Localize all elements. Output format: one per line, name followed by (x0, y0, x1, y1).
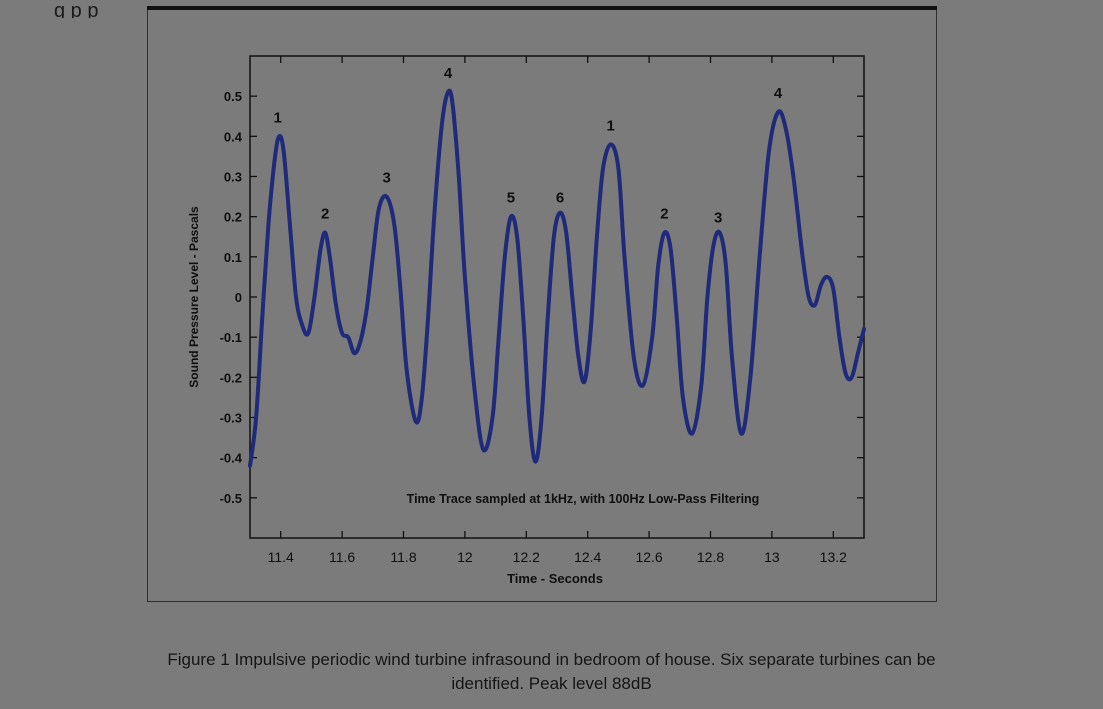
y-tick-label: -0.2 (220, 370, 242, 385)
peak-label: 3 (714, 210, 722, 227)
plot-area: -0.5 -0.4 -0.3 -0.2 -0.1 0 0.1 0.2 0.3 0.4 0.5 11.… (187, 55, 866, 586)
x-tick-label: 11.4 (268, 549, 294, 565)
y-axis-label: Sound Pressure Level - Pascals (187, 206, 201, 388)
x-axis-label: Time - Seconds (507, 571, 603, 586)
y-tick-label: 0 (235, 290, 242, 305)
x-tick-label: 12.2 (513, 549, 540, 565)
x-tick-label: 12.8 (697, 549, 724, 565)
figure-caption: Figure 1 Impulsive periodic wind turbine… (0, 648, 1103, 696)
peak-label: 1 (273, 109, 281, 126)
chart-annotation: Time Trace sampled at 1kHz, with 100Hz L… (407, 492, 760, 506)
y-tick-label: 0.1 (224, 250, 242, 265)
peak-label: 1 (607, 117, 615, 134)
x-tick-label: 13.2 (820, 549, 847, 565)
peak-label: 2 (660, 206, 668, 223)
y-tick-label: 0.3 (224, 170, 242, 185)
x-tick-label: 12.4 (574, 549, 601, 565)
caption-line-2: identified. Peak level 88dB (451, 674, 652, 693)
y-axis: -0.5 -0.4 -0.3 -0.2 -0.1 0 0.1 0.2 0.3 0.4 0.5 (220, 89, 864, 506)
cropped-header-text: g p p (54, 0, 99, 18)
y-tick-label: 0.5 (224, 89, 242, 104)
x-tick-label: 13 (764, 549, 780, 565)
peak-label: 4 (774, 85, 783, 102)
y-tick-label: 0.2 (224, 210, 242, 225)
y-tick-label: 0.4 (224, 129, 243, 144)
pressure-trace-line (248, 88, 866, 468)
x-tick-label: 12 (457, 549, 473, 565)
peak-label: 5 (507, 190, 515, 207)
peak-label: 6 (556, 190, 564, 207)
y-tick-label: -0.4 (220, 451, 243, 466)
peak-label: 4 (444, 65, 453, 82)
y-tick-label: -0.5 (220, 491, 242, 506)
top-rule (147, 6, 937, 10)
y-tick-label: -0.1 (220, 330, 242, 345)
x-axis: 11.4 11.6 11.8 12 12.2 12.4 12.6 12.8 13 13.2 (268, 56, 847, 565)
y-tick-label: -0.3 (220, 411, 242, 426)
x-tick-label: 12.6 (635, 549, 662, 565)
peak-labels: 1 2 3 4 5 6 1 2 3 4 (273, 65, 782, 227)
figure-frame (147, 8, 937, 602)
caption-line-1: Figure 1 Impulsive periodic wind turbine… (167, 650, 936, 669)
x-tick-label: 11.8 (390, 549, 416, 565)
peak-label: 2 (321, 206, 329, 223)
peak-label: 3 (382, 170, 390, 187)
x-tick-label: 11.6 (329, 549, 355, 565)
